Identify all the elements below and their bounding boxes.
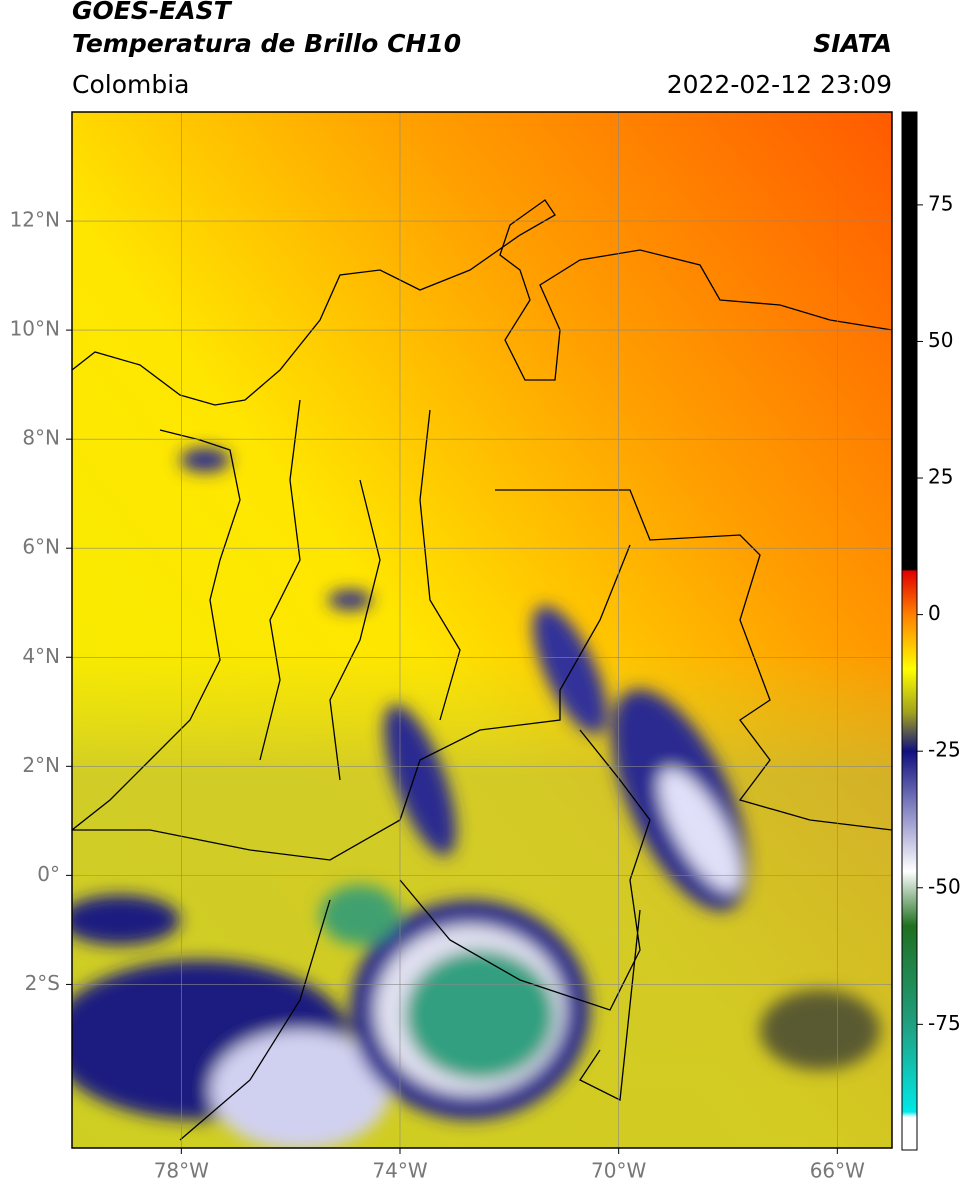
colorbar-tick-label: 25 <box>928 465 953 489</box>
lon-tick-label: 78°W <box>154 1159 209 1183</box>
lat-tick-label: 6°N <box>22 535 60 559</box>
product: Temperatura de Brillo CH10 <box>72 29 461 58</box>
satellite: GOES-EAST <box>72 0 233 25</box>
map-frame <box>71 111 893 1149</box>
lat-tick-label: 4°N <box>22 644 60 668</box>
colorbar-tick-label: 75 <box>928 191 953 215</box>
source: SIATA <box>813 29 892 58</box>
lon-tick-label: 74°W <box>372 1159 427 1183</box>
colorbar <box>901 111 918 1151</box>
lon-tick-label: 70°W <box>591 1159 646 1183</box>
lat-tick-label: 8°N <box>22 426 60 450</box>
map-image <box>72 112 892 1148</box>
colorbar-tick-label: -25 <box>928 738 961 762</box>
grid <box>72 112 892 1148</box>
lat-tick-label: 12°N <box>10 208 60 232</box>
datetime: 2022-02-12 23:09 <box>667 70 892 99</box>
colorbar-tick-label: 0 <box>928 601 941 625</box>
colorbar-tick-label: 50 <box>928 328 953 352</box>
lat-tick-label: 10°N <box>10 317 60 341</box>
lat-tick-label: 2°S <box>25 971 60 995</box>
region: Colombia <box>72 70 189 99</box>
lat-tick-label: 2°N <box>22 753 60 777</box>
lat-tick-label: 0° <box>37 862 60 886</box>
colorbar-tick-label: -75 <box>928 1011 961 1035</box>
colorbar-tick-label: -50 <box>928 874 961 898</box>
lon-tick-label: 66°W <box>810 1159 865 1183</box>
